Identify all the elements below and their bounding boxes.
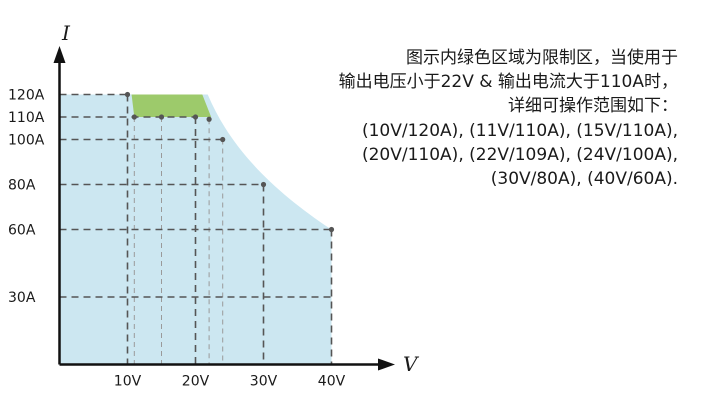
restriction-note: 图示内绿色区域为限制区，当使用于 输出电压小于22V & 输出电流大于110A时… [258,46,678,191]
y-tick-label-30: 30A [8,290,36,306]
operating-points-layer [124,91,335,233]
y-tick-label-100: 100A [8,133,45,149]
x-tick-label-30: 30V [250,374,278,390]
tick-labels-layer: 120A 110A 100A 80A 60A 30A 10V 20V 30V 40V I V [8,21,420,390]
y-tick-label-60: 60A [8,223,36,239]
operating-point-10v-120a [124,91,131,98]
restricted-region [131,94,212,117]
note-line-3: 详细可操作范围如下： [508,96,678,117]
y-axis-arrow [53,46,66,63]
operating-point-40v-60a [328,226,335,233]
note-line-1: 图示内绿色区域为限制区，当使用于 [406,48,678,68]
x-tick-label-10: 10V [114,374,142,390]
axes-layer [53,46,395,371]
operating-point-22v-109a [206,116,212,122]
x-axis-arrow [378,358,395,371]
note-line-5: (20V/110A), (22V/109A), (24V/100A), [361,144,678,165]
x-tick-label-40: 40V [318,374,346,390]
x-tick-label-20: 20V [182,374,210,390]
y-axis-title: I [61,21,71,45]
y-tick-label-80: 80A [8,178,36,194]
restricted-region-layer [131,94,212,117]
y-tick-label-120: 120A [8,88,45,104]
operating-point-11v-110a [131,114,137,120]
x-axis-title: V [403,352,420,376]
operating-point-20v-110a [192,114,199,120]
y-tick-label-110: 110A [8,110,45,126]
vertical-guide-layer [126,94,333,365]
operating-point-30v-80a [260,181,267,188]
operating-point-15v-110a [158,114,165,120]
horizontal-guide-layer [59,93,332,298]
operating-point-24v-100a [220,136,226,143]
note-line-4: (10V/120A), (11V/110A), (15V/110A), [361,120,678,141]
note-line-6: (30V/80A), (40V/60A). [490,169,678,190]
note-line-2: 输出电压小于22V & 输出电流大于110A时， [338,72,678,93]
